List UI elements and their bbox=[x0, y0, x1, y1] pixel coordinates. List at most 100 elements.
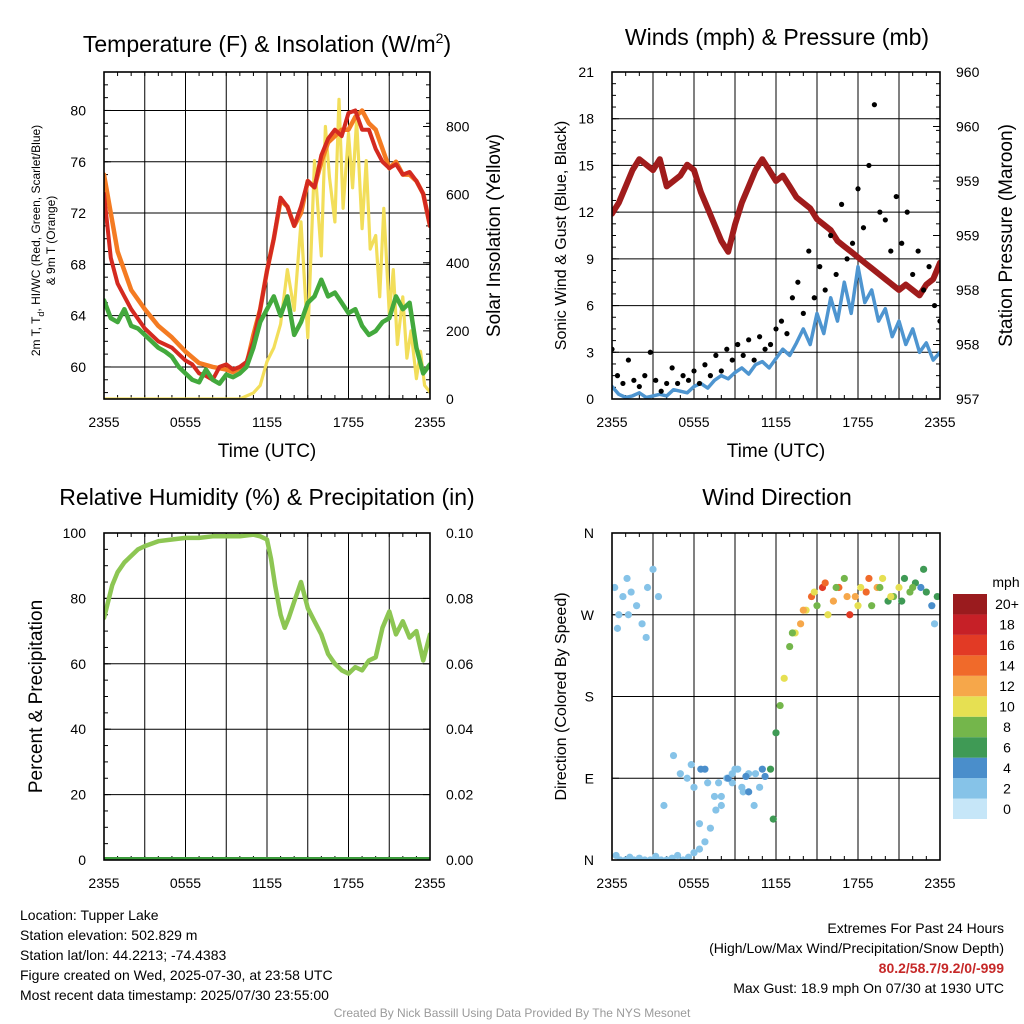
direction-point bbox=[646, 856, 654, 860]
direction-point bbox=[649, 565, 657, 573]
gust-point bbox=[931, 302, 938, 309]
direction-point bbox=[840, 574, 848, 583]
y2-tick-label: 959 bbox=[956, 228, 980, 244]
y2-tick-label: 960 bbox=[956, 64, 980, 80]
x-tick-label: 2355 bbox=[924, 875, 955, 891]
y-tick-label: S bbox=[585, 689, 594, 705]
direction-point bbox=[933, 592, 940, 601]
direction-point bbox=[761, 772, 769, 781]
x-tick-label: 0555 bbox=[170, 414, 201, 430]
x-tick-label: 1755 bbox=[842, 414, 873, 430]
direction-point bbox=[898, 597, 906, 605]
gust-point bbox=[680, 373, 686, 379]
y-tick-label: E bbox=[585, 770, 594, 786]
gust-point bbox=[822, 287, 828, 293]
x-tick-label: 2355 bbox=[596, 875, 627, 891]
x-tick-label: 2355 bbox=[88, 875, 119, 891]
colorbar-swatch bbox=[953, 716, 987, 738]
y2-tick-label: 0.00 bbox=[446, 852, 473, 868]
direction-point bbox=[712, 806, 720, 814]
extremes-info: Extremes For Past 24 Hours (High/Low/Max… bbox=[709, 918, 1004, 998]
x-tick-label: 0555 bbox=[170, 875, 201, 891]
direction-point bbox=[615, 611, 623, 619]
direction-point bbox=[930, 620, 939, 628]
x-tick-label: 1755 bbox=[333, 414, 364, 430]
y-tick-label: 40 bbox=[70, 721, 86, 737]
direction-point bbox=[876, 583, 884, 592]
direction-point bbox=[627, 588, 635, 596]
direction-point bbox=[917, 583, 925, 592]
plot-series-group bbox=[612, 565, 940, 860]
direction-point bbox=[669, 751, 678, 760]
gust-point bbox=[877, 209, 883, 215]
gust-point bbox=[735, 341, 741, 348]
direction-point bbox=[706, 824, 715, 832]
direction-point bbox=[750, 801, 758, 810]
direction-point bbox=[887, 592, 895, 601]
gust-point bbox=[696, 380, 703, 387]
direction-point bbox=[676, 770, 684, 778]
temperature-line bbox=[104, 108, 430, 382]
gust-point bbox=[647, 349, 653, 355]
y-tick-label: 0 bbox=[586, 391, 594, 407]
colorbar-swatch bbox=[953, 737, 987, 758]
temperature-panel: 2355 0555 1155 1755 2355 Temperature (F) & In… bbox=[29, 30, 505, 462]
direction-point bbox=[710, 792, 719, 801]
gust-point bbox=[691, 368, 697, 374]
plot-series-group bbox=[612, 102, 940, 399]
direction-point bbox=[690, 849, 698, 857]
direction-point bbox=[799, 606, 807, 614]
y2-tick-label: 200 bbox=[446, 323, 470, 339]
gust-point bbox=[751, 357, 757, 363]
y2-tick-label: 0 bbox=[446, 391, 454, 407]
gust-point bbox=[789, 295, 796, 301]
y-tick-label: 80 bbox=[70, 590, 86, 606]
y-tick-label: 72 bbox=[70, 205, 86, 221]
plot-series-group bbox=[104, 533, 430, 860]
direction-point bbox=[704, 779, 712, 787]
gust-point bbox=[669, 365, 675, 371]
gust-point bbox=[653, 377, 659, 383]
x-tick-label: 1155 bbox=[761, 414, 791, 430]
colorbar-label: 10 bbox=[999, 699, 1015, 715]
colorbar-label: 6 bbox=[1003, 739, 1011, 755]
gust-point bbox=[860, 225, 867, 231]
gust-point bbox=[811, 295, 817, 301]
y2-tick-label: 800 bbox=[446, 119, 470, 135]
colorbar-label: 16 bbox=[999, 637, 1015, 653]
colorbar-swatch bbox=[953, 757, 987, 779]
extremes-subtitle: (High/Low/Max Wind/Precipitation/Snow De… bbox=[709, 940, 1004, 956]
humidity-panel: 2355 0555 1155 1755 2355 Relative Humidity (%… bbox=[26, 484, 475, 891]
y2-tick-label: 0.04 bbox=[446, 721, 473, 737]
y2-tick-label: 0.10 bbox=[446, 525, 473, 541]
gust-point bbox=[844, 256, 850, 262]
x-tick-label: 0555 bbox=[678, 875, 709, 891]
ylabel-part: 2m T, T bbox=[29, 316, 43, 356]
gust-point bbox=[614, 373, 621, 379]
colorbar-swatch bbox=[953, 594, 987, 615]
direction-point bbox=[868, 602, 876, 610]
colorbar-label: 18 bbox=[999, 617, 1015, 633]
direction-point bbox=[832, 583, 840, 592]
x-tick-label: 0555 bbox=[678, 414, 709, 430]
direction-point bbox=[780, 674, 788, 682]
winds-panel: 2355 0555 1155 1755 2355 Winds (mph) & Pressu… bbox=[553, 24, 1017, 462]
gust-point bbox=[893, 193, 899, 200]
gust-point bbox=[707, 373, 714, 379]
direction-point bbox=[788, 629, 797, 637]
gust-point bbox=[746, 337, 752, 343]
direction-point bbox=[616, 856, 624, 860]
gust-point bbox=[921, 287, 927, 293]
x-tick-label: 2355 bbox=[414, 875, 445, 891]
direction-point bbox=[772, 729, 780, 737]
title-superscript: 2 bbox=[436, 30, 444, 46]
gust-point bbox=[926, 264, 932, 270]
colorbar-label: 14 bbox=[999, 658, 1015, 674]
insolation-line bbox=[104, 97, 430, 399]
plot-border bbox=[611, 532, 941, 861]
y2-tick-label: 960 bbox=[956, 119, 980, 135]
wind-direction-panel: 2355 0555 1155 1755 2355 Wind Direction N E S W N D… bbox=[553, 484, 1020, 891]
y-tick-label: 68 bbox=[70, 256, 86, 272]
y2-tick-label: 400 bbox=[446, 255, 470, 271]
x-axis-label: Time (UTC) bbox=[727, 441, 826, 462]
